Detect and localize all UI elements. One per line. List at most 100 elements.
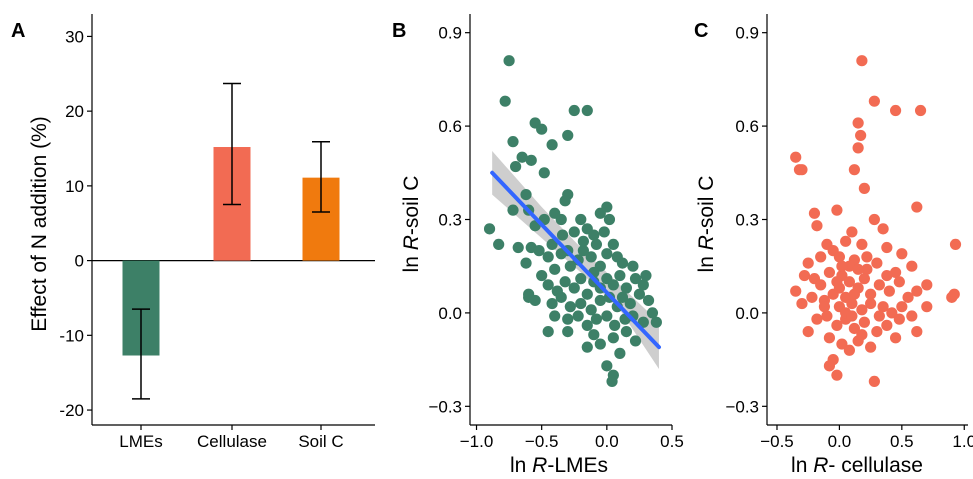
panel-b-point [555, 291, 567, 303]
panel-c-point [881, 319, 893, 331]
panel-c-point [802, 325, 814, 338]
panel-b-point [601, 360, 613, 372]
panel-c-point [836, 338, 848, 350]
panel-c-point [877, 301, 889, 313]
panel-c-point [865, 288, 877, 300]
panel-b-point [533, 245, 545, 257]
panel-c-point [855, 129, 867, 142]
panel-b-point [607, 238, 619, 251]
panel-b-label: B [392, 20, 406, 42]
panel-c-point [865, 341, 877, 353]
panel-b-point [575, 273, 587, 285]
panel-c-point [868, 95, 880, 107]
panel-c-point [790, 151, 802, 163]
panel-c-point [871, 325, 883, 338]
panel-c-point [868, 213, 880, 226]
panel-c-point [893, 276, 905, 288]
panel-c-point [873, 279, 885, 291]
panel-b-point [510, 160, 522, 173]
panel-c-point [848, 322, 860, 335]
panel-c-point [843, 344, 855, 356]
panel-b-point [616, 291, 629, 303]
panel-c-y-tick-label: 0.3 [735, 211, 759, 230]
panel-b-point [601, 248, 613, 260]
panel-b-x-tick-label: −1.0 [460, 432, 494, 451]
panel-b-point [493, 238, 505, 251]
panel-b-y-tick-label: 0.3 [438, 211, 462, 230]
panel-c-point [811, 220, 823, 232]
panel-a-plot-area: -20 -10 0 10 20 30 LMEs Cellulase Soil C [59, 14, 375, 451]
panel-a-x-tick-label: LMEs [119, 432, 162, 451]
panel-c-x-tick-label: −0.5 [760, 432, 794, 451]
panel-b-point [581, 341, 593, 353]
panel-a-y-tick-label: 30 [65, 27, 84, 46]
panel-b-point [568, 282, 580, 294]
panel-b-point [601, 310, 613, 322]
panel-b-x-tick-label: −0.5 [525, 432, 559, 451]
panel-c-point [906, 260, 918, 272]
panel-b-x-tick-label: 0.5 [660, 432, 684, 451]
panel-b-point [577, 245, 589, 257]
panel-c-point [852, 263, 864, 275]
panel-b-point [588, 329, 600, 341]
panel-c-point [798, 269, 811, 282]
panel-c-point [865, 297, 877, 310]
panel-b-point [516, 151, 528, 163]
panel-c-point [796, 164, 808, 176]
panel-a-bar-chart: A Effect of N addition (%) -20 -10 0 10 20 30… [11, 14, 375, 451]
panel-b-point [525, 154, 537, 166]
panel-c-point [823, 360, 836, 372]
panel-b-point [607, 332, 619, 344]
panel-c-point [811, 313, 823, 325]
panel-c-x-tick-label: 1.0 [952, 432, 973, 451]
panel-b-point [546, 139, 558, 151]
panel-c-point [896, 248, 908, 260]
panel-b-point [620, 325, 632, 338]
panel-b-x-tick-label: 0.0 [595, 432, 619, 451]
panel-b-point [590, 313, 603, 325]
panel-b-point [637, 279, 649, 291]
panel-c-point [846, 297, 858, 310]
panel-b-point [568, 226, 580, 238]
panel-b-point [542, 325, 554, 338]
panel-c-point [914, 104, 927, 117]
panel-b-point [503, 55, 515, 67]
panel-b-point [585, 251, 597, 263]
panel-c-y-tick-label: 0.6 [735, 117, 759, 136]
panel-c-point [831, 319, 843, 331]
panel-b-point [559, 195, 571, 207]
panel-c-x-tick-label: 0.0 [828, 432, 852, 451]
panel-c-point [833, 251, 846, 263]
panel-b-point [542, 279, 554, 291]
panel-b-point [598, 226, 610, 238]
panel-b-point [633, 288, 646, 300]
panel-b-point [564, 301, 576, 313]
panel-c-point [823, 266, 836, 279]
panel-a-label: A [11, 20, 25, 42]
panel-c-point [856, 55, 868, 67]
panel-c-x-axis-title: ln R- cellulase [791, 454, 923, 477]
panel-c-point [856, 238, 868, 251]
panel-c-point [818, 301, 831, 313]
panel-a-x-tick-label: Soil C [298, 432, 343, 451]
panel-c-point [893, 313, 905, 325]
panel-c-y-axis-title: ln R-soil C [695, 176, 718, 273]
panel-b-point [581, 104, 593, 117]
panel-c-x-tick-label: 0.5 [890, 432, 914, 451]
panel-c-point [921, 279, 933, 291]
panel-c-point [949, 238, 962, 251]
panel-c-point [831, 204, 843, 216]
panel-b-point [590, 238, 603, 251]
panel-c-point [808, 207, 821, 219]
panel-b-point [624, 297, 636, 310]
panel-b-point [607, 279, 619, 291]
panel-c-point [815, 251, 827, 263]
panel-c-point [883, 285, 895, 297]
panel-b-point [568, 104, 580, 117]
panel-c-point [902, 291, 914, 303]
panel-b-point [609, 319, 621, 331]
panel-b-y-tick-label: −0.3 [428, 397, 462, 416]
panel-c-point [911, 325, 923, 338]
panel-b-point [585, 304, 597, 316]
panel-b-point [499, 95, 511, 107]
